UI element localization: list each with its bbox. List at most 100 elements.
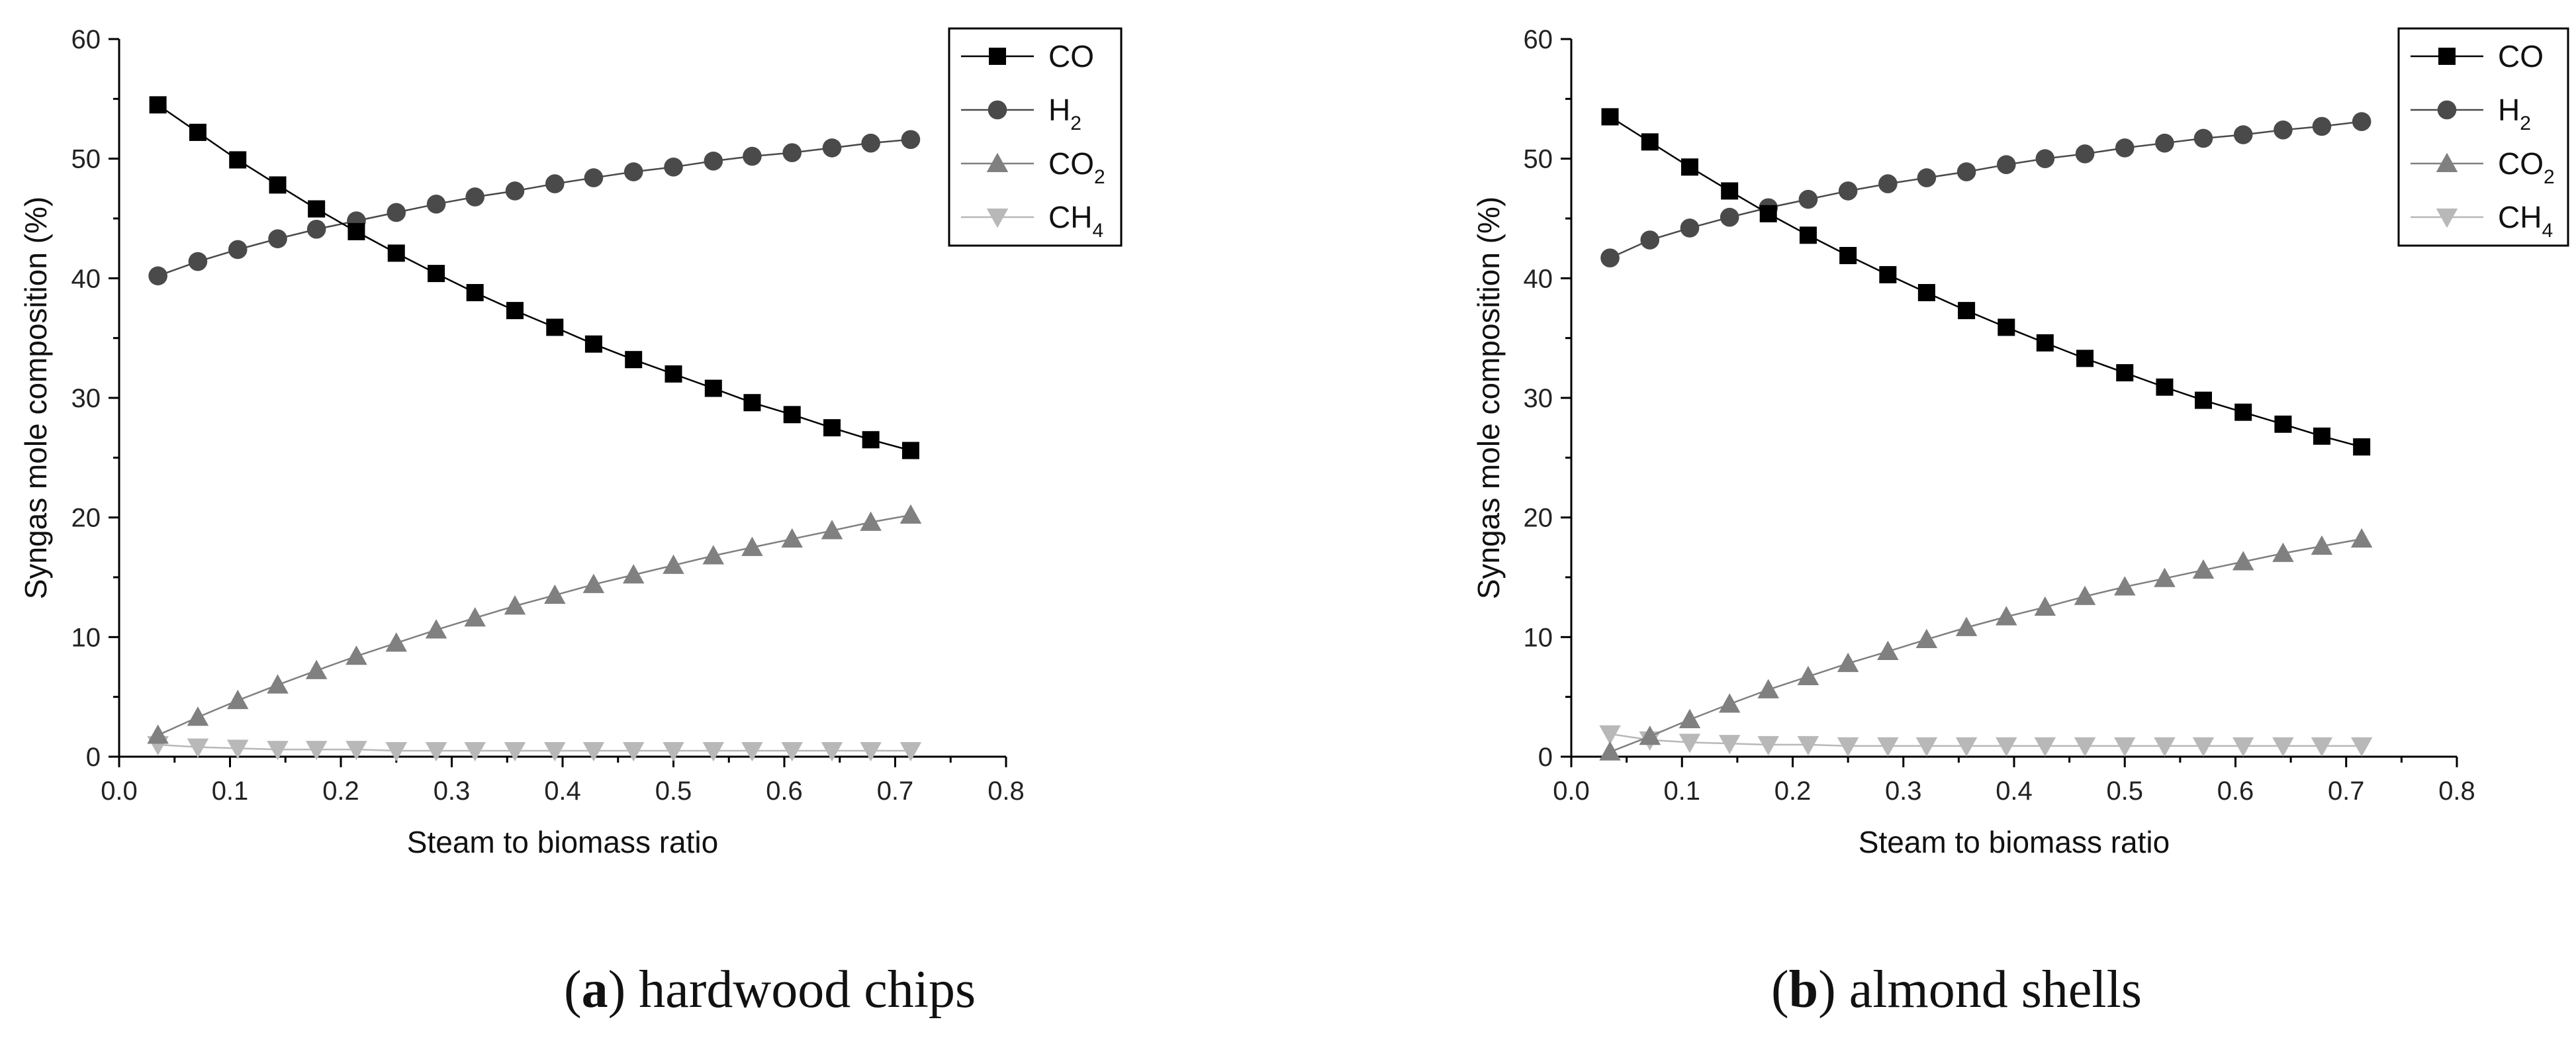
y-tick-label: 60	[71, 25, 101, 54]
series-line-co2	[158, 514, 911, 736]
data-point-h2	[743, 146, 762, 166]
series-line-ch4	[1610, 733, 2362, 747]
x-axis-label: Steam to biomass ratio	[1859, 825, 2170, 859]
data-point-ch4	[187, 738, 209, 758]
x-tick-label: 0.0	[101, 777, 138, 806]
data-point-h2	[2115, 138, 2135, 158]
data-point-co	[665, 365, 682, 383]
data-point-h2	[1878, 174, 1898, 193]
x-tick-label: 0.7	[877, 777, 914, 806]
data-point-co2	[1877, 640, 1899, 661]
data-point-co2	[582, 573, 605, 593]
series-line-ch4	[158, 743, 911, 752]
data-point-co2	[781, 528, 803, 548]
data-point-co	[347, 222, 365, 240]
x-tick-label: 0.6	[2217, 777, 2254, 806]
data-point-ch4	[1996, 737, 2017, 757]
data-point-h2	[2312, 117, 2332, 136]
data-point-co	[2036, 334, 2054, 352]
x-tick-label: 0.2	[1774, 777, 1812, 806]
data-point-ch4	[345, 741, 367, 761]
data-point-co	[823, 419, 841, 437]
data-point-co	[269, 176, 287, 194]
y-tick-label: 20	[71, 504, 101, 533]
caption-b-text: almond shells	[1849, 961, 2142, 1019]
data-point-co	[1839, 247, 1857, 265]
data-point-ch4	[267, 741, 289, 761]
data-point-h2	[664, 158, 683, 177]
data-point-h2	[1680, 218, 1700, 238]
series-co	[1601, 108, 2371, 456]
chart-hardwood-chips: 0.0 0.1 0.2 0.3 0.4 0.5 0.6 0.7 0.8 0 10 20 30 40 50 60…	[19, 25, 1123, 859]
data-point-ch4	[821, 741, 843, 762]
data-point-co2	[464, 607, 486, 627]
legend-label-co2: CO2	[1048, 146, 1105, 188]
legend-item-co: CO	[2411, 39, 2544, 73]
legend: CO H2 CO2 CH4	[2397, 27, 2569, 247]
data-point-co	[783, 406, 801, 424]
series-h2	[148, 130, 921, 286]
legend-item-co2: CO2	[2411, 146, 2555, 188]
data-point-co2	[1599, 741, 1621, 761]
data-point-ch4	[582, 741, 605, 762]
data-point-co	[1998, 318, 2015, 336]
legend-marker-ch4	[2436, 209, 2458, 228]
data-point-co	[466, 284, 484, 302]
data-point-co2	[2154, 567, 2176, 587]
data-point-h2	[782, 143, 802, 162]
y-tick-label: 50	[71, 145, 101, 174]
data-point-h2	[268, 229, 287, 249]
x-tick-label: 0.7	[2328, 777, 2365, 806]
data-point-co	[1680, 158, 1698, 176]
data-point-co2	[1915, 628, 1938, 648]
data-point-co	[229, 151, 247, 169]
legend-item-co2: CO2	[961, 146, 1105, 188]
data-point-h2	[1956, 162, 1976, 181]
data-point-ch4	[425, 741, 447, 762]
data-point-ch4	[544, 741, 566, 762]
data-point-h2	[465, 187, 484, 207]
data-point-co2	[2272, 542, 2294, 562]
data-point-co	[2076, 350, 2094, 367]
data-point-co2	[2114, 576, 2136, 596]
data-point-co	[704, 379, 722, 397]
data-point-co2	[2232, 551, 2254, 571]
legend-label-ch4: CH4	[1048, 200, 1103, 242]
x-tick-label: 0.3	[1885, 777, 1922, 806]
data-point-co2	[1757, 679, 1779, 698]
y-tick-label: 40	[71, 264, 101, 293]
data-point-co	[387, 244, 405, 262]
x-tick-label: 0.1	[212, 777, 249, 806]
legend-label-co: CO	[1048, 39, 1094, 73]
data-point-co2	[821, 520, 843, 540]
data-point-ch4	[1955, 737, 1978, 757]
data-point-h2	[2075, 144, 2095, 164]
legend-item-h2: H2	[2411, 93, 2531, 134]
series-co	[149, 96, 919, 459]
data-point-co	[2156, 378, 2174, 396]
data-point-ch4	[663, 741, 684, 762]
data-point-co	[743, 394, 761, 412]
data-point-co	[2274, 415, 2292, 433]
data-point-co	[428, 265, 445, 283]
series-line-co	[1609, 116, 2362, 448]
data-point-co2	[2192, 559, 2215, 579]
chart-almond-shells: 0.0 0.1 0.2 0.3 0.4 0.5 0.6 0.7 0.8 0 10 20 30 40 50 60…	[1471, 25, 2569, 859]
legend-item-h2: H2	[961, 93, 1081, 134]
data-point-h2	[188, 252, 208, 271]
data-point-ch4	[2272, 737, 2294, 757]
data-point-co2	[267, 674, 289, 694]
x-tick-label: 0.3	[434, 777, 471, 806]
data-point-co2	[899, 504, 922, 524]
legend-marker-h2	[988, 100, 1007, 120]
data-point-co2	[504, 595, 526, 615]
data-point-co	[308, 200, 326, 218]
data-point-ch4	[2350, 737, 2373, 757]
legend-box	[2397, 27, 2569, 247]
x-tick-label: 0.4	[1996, 777, 2033, 806]
x-tick-label: 0.1	[1663, 777, 1700, 806]
data-point-ch4	[1599, 725, 1621, 745]
data-point-h2	[387, 203, 406, 222]
legend-item-ch4: CH4	[2411, 200, 2553, 242]
legend-label-h2: H2	[2498, 93, 2531, 134]
